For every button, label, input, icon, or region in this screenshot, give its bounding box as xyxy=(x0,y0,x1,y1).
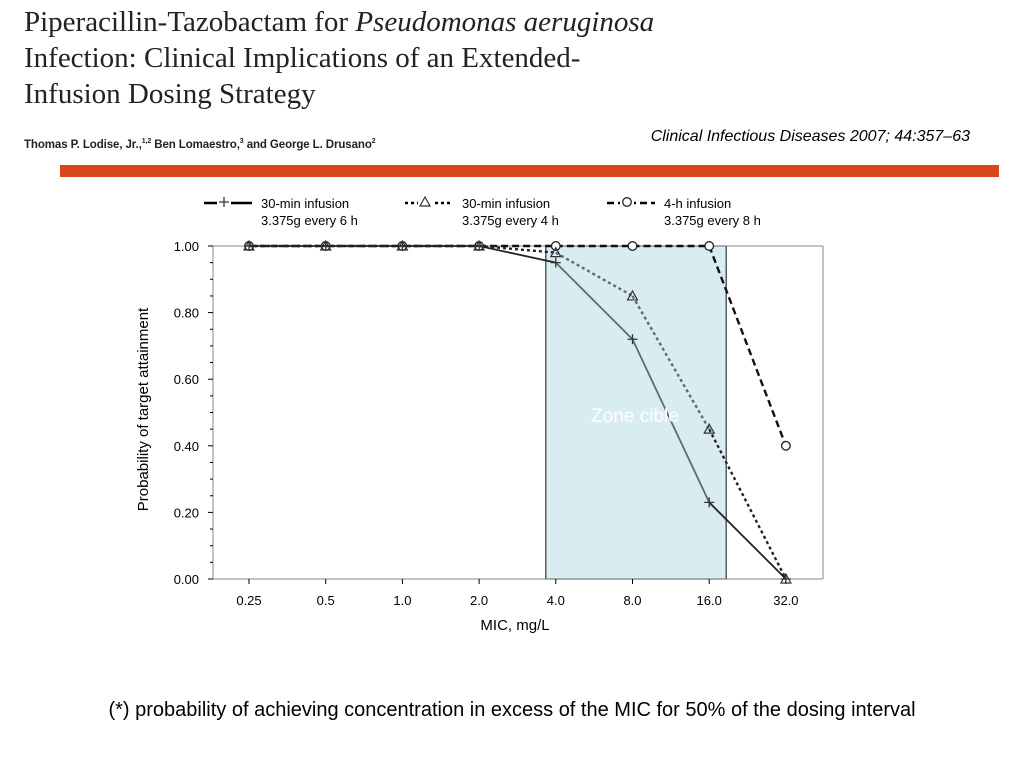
x-tick-label: 0.25 xyxy=(236,593,261,608)
x-tick-label: 16.0 xyxy=(697,593,722,608)
accent-divider xyxy=(60,165,999,177)
series-3-marker xyxy=(627,241,638,251)
series-2-segment xyxy=(631,295,711,430)
y-tick-label: 1.00 xyxy=(174,239,199,254)
series-1-segment xyxy=(478,245,556,264)
legend-label-3-line-1: 4-h infusion xyxy=(664,196,731,211)
title-line-1: Piperacillin-Tazobactam for Pseudomonas … xyxy=(24,4,744,40)
author-name-1: Thomas P. Lodise, Jr., xyxy=(24,138,142,151)
series-2-segment xyxy=(478,244,556,254)
y-tick-label: 0.20 xyxy=(174,505,199,520)
author-affiliation-2: 3 xyxy=(239,138,244,145)
x-tick-label: 8.0 xyxy=(623,593,641,608)
legend-label-2-line-1: 30-min infusion xyxy=(462,196,550,211)
series-2-segment xyxy=(555,251,634,297)
legend-marker-3 xyxy=(622,197,632,207)
legend-marker-1 xyxy=(219,197,229,207)
series-3-segment xyxy=(708,245,788,447)
legend-label-1-line-2: 3.375g every 6 h xyxy=(261,213,358,228)
series-1-marker xyxy=(397,241,408,251)
series-2-marker xyxy=(626,289,639,301)
series-3-marker xyxy=(780,440,791,451)
author-name-2: Ben Lomaestro, xyxy=(151,138,240,151)
series-1-marker xyxy=(320,241,331,251)
title-line-1-italic: Pseudomonas aeruginosa xyxy=(355,6,655,38)
x-tick-label: 2.0 xyxy=(470,593,488,608)
series-1-marker xyxy=(550,257,561,268)
y-tick-label: 0.40 xyxy=(174,439,199,454)
author-affiliation-3: 2 xyxy=(371,138,376,145)
series-1-segment xyxy=(555,262,634,340)
series-1-segment xyxy=(708,501,787,580)
series-3-marker xyxy=(704,241,715,251)
series-2-segment xyxy=(708,428,787,580)
series-1-segment xyxy=(631,338,711,503)
footnote: (*) probability of achieving concentrati… xyxy=(108,699,916,721)
legend-label-2-line-2: 3.375g every 4 h xyxy=(462,213,559,228)
y-tick-label: 0.00 xyxy=(174,572,199,587)
article-title: Piperacillin-Tazobactam for Pseudomonas … xyxy=(24,4,744,112)
series-1-marker xyxy=(780,574,791,584)
title-line-2: Infection: Clinical Implications of an E… xyxy=(24,42,581,74)
legend-label-3-line-2: 3.375g every 8 h xyxy=(664,213,761,228)
legend-label-1-line-1: 30-min infusion xyxy=(261,196,349,211)
author-name-3: and George L. Drusano xyxy=(243,138,372,151)
probability-chart: 0.00 0.20 0.40 0.60 0.80 1.00 0.25 0.5 1.0 2.0 4.0… xyxy=(135,195,824,634)
x-axis-title: MIC, mg/L xyxy=(480,617,549,634)
journal-citation: Clinical Infectious Diseases 2007; 44:35… xyxy=(650,128,970,145)
title-line-3: Infusion Dosing Strategy xyxy=(24,78,316,110)
y-axis-title: Probability of target attainment xyxy=(135,307,152,511)
authors-line: Thomas P. Lodise, Jr.,1,2 Ben Lomaestro,… xyxy=(24,138,376,151)
x-tick-label: 0.5 xyxy=(317,593,335,608)
series-3-marker xyxy=(550,241,561,251)
series-2-marker xyxy=(549,246,562,258)
series-2-marker xyxy=(703,422,716,434)
x-tick-label: 1.0 xyxy=(393,593,411,608)
series-1-marker xyxy=(244,241,254,251)
title-line-1-plain: Piperacillin-Tazobactam for xyxy=(24,6,356,38)
y-tick-label: 0.80 xyxy=(174,306,199,321)
target-zone-label: Zone cible xyxy=(591,406,679,427)
legend-marker-2 xyxy=(418,195,432,207)
x-tick-label: 32.0 xyxy=(773,593,798,608)
x-tick-label: 4.0 xyxy=(547,593,565,608)
series-1-marker xyxy=(704,497,715,508)
y-tick-label: 0.60 xyxy=(174,372,199,387)
author-affiliation-1: 1,2 xyxy=(141,138,152,145)
series-1-marker xyxy=(627,334,638,345)
series-1-marker xyxy=(474,241,485,251)
